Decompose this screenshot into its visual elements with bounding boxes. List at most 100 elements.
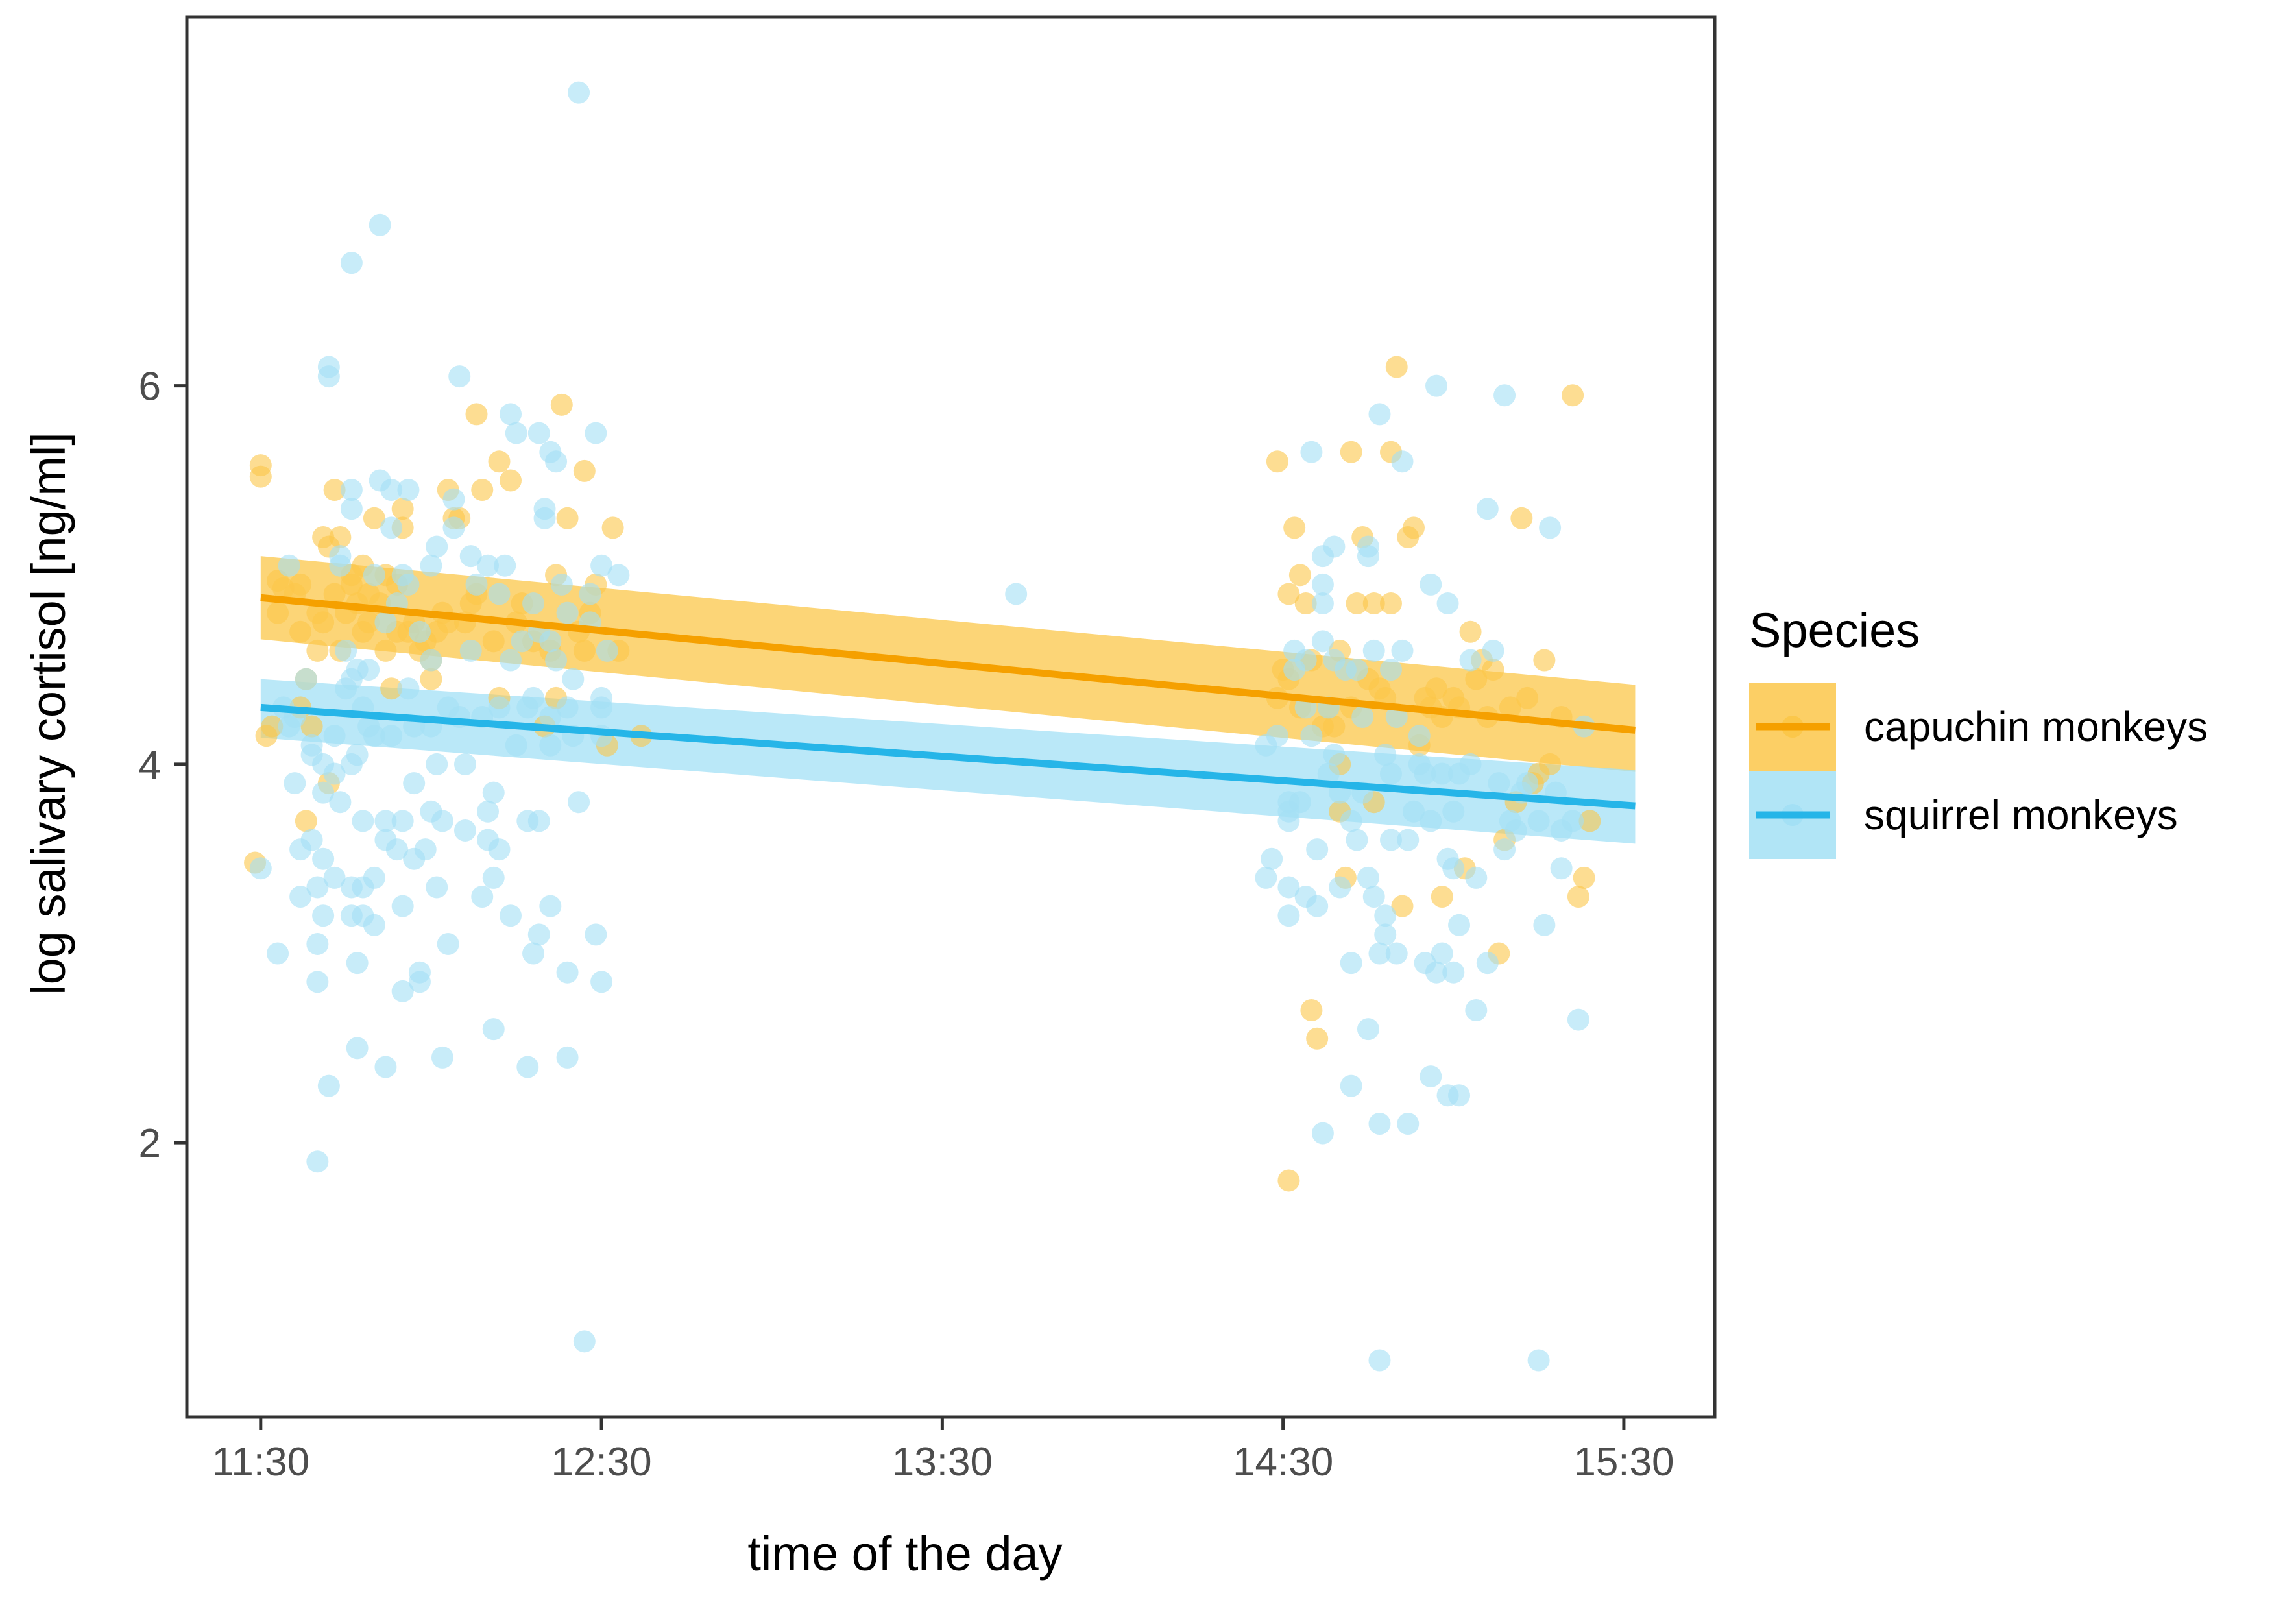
data-point [539, 706, 562, 728]
data-point [426, 535, 448, 558]
data-point [323, 479, 346, 502]
data-point [1533, 914, 1556, 936]
data-point [488, 450, 511, 473]
data-point [346, 952, 369, 975]
data-point [1340, 810, 1362, 832]
data-point [1317, 762, 1340, 785]
data-point [1465, 999, 1488, 1022]
data-point [1567, 1008, 1589, 1031]
data-point [1442, 800, 1465, 823]
data-point [1510, 507, 1533, 529]
data-point [453, 753, 476, 775]
data-point [431, 810, 453, 832]
data-point [1340, 1074, 1362, 1097]
data-point [488, 838, 511, 861]
data-point [556, 507, 579, 529]
data-point [516, 1056, 539, 1078]
x-axis: 11:30 12:30 13:30 14:30 15:30 [212, 1417, 1674, 1485]
data-point [1448, 914, 1471, 936]
data-point [420, 668, 442, 690]
data-point [312, 781, 335, 804]
data-point [1391, 639, 1414, 662]
data-point [261, 715, 284, 738]
data-point [1488, 772, 1510, 795]
data-point [312, 847, 335, 870]
data-point [317, 1074, 340, 1097]
data-point [1362, 886, 1385, 908]
data-point [545, 450, 568, 473]
data-point [363, 866, 385, 889]
data-point [323, 583, 346, 605]
data-point [476, 800, 499, 823]
data-point [357, 611, 380, 634]
data-point [573, 1330, 596, 1353]
x-tick-label: 12:30 [551, 1440, 652, 1485]
data-point [1385, 706, 1408, 728]
data-point [1420, 810, 1442, 832]
data-point [1504, 819, 1527, 842]
data-point [1459, 620, 1482, 643]
data-point [346, 1037, 369, 1060]
data-point [1277, 810, 1300, 832]
data-point [1283, 516, 1306, 539]
y-tick-label: 6 [139, 365, 161, 409]
data-point [249, 857, 272, 880]
data-point [1362, 592, 1385, 615]
data-point [1340, 441, 1362, 463]
data-point [1527, 1349, 1550, 1372]
data-point [346, 744, 369, 766]
data-point [1288, 791, 1311, 814]
data-point [1311, 592, 1334, 615]
data-point [482, 630, 505, 653]
data-point [465, 403, 488, 426]
data-point [306, 639, 329, 662]
data-point [1340, 952, 1362, 975]
data-point [391, 895, 414, 917]
data-point [482, 781, 505, 804]
data-point [1379, 592, 1402, 615]
data-point [1368, 403, 1391, 426]
data-point [1374, 923, 1397, 946]
data-point [1300, 999, 1323, 1022]
data-point [1294, 649, 1317, 672]
data-point [1397, 829, 1420, 851]
data-point [1323, 715, 1346, 738]
x-tick-label: 14:30 [1233, 1440, 1333, 1485]
data-point [448, 365, 471, 388]
data-point [471, 886, 494, 908]
data-point [1306, 1027, 1329, 1050]
data-point [1578, 810, 1601, 832]
data-point [539, 895, 562, 917]
data-point [312, 611, 335, 634]
data-point [1357, 1018, 1379, 1041]
data-points [244, 81, 1601, 1372]
data-point [500, 403, 522, 426]
x-axis-title: time of the day [747, 1527, 1062, 1581]
data-point [1362, 639, 1385, 662]
data-point [363, 564, 385, 587]
data-point [1493, 384, 1516, 407]
x-tick-label: 13:30 [892, 1440, 993, 1485]
data-point [1562, 810, 1584, 832]
data-point [1431, 886, 1453, 908]
data-point [465, 573, 488, 596]
data-point [1351, 706, 1374, 728]
data-point [556, 961, 579, 984]
data-point [1374, 744, 1397, 766]
plot-area [185, 15, 1717, 1419]
data-point [1346, 659, 1368, 681]
data-point [1573, 866, 1595, 889]
data-point [420, 554, 442, 577]
data-point [459, 545, 482, 568]
data-point [1277, 1169, 1300, 1192]
data-point [545, 649, 568, 672]
data-point [1368, 1349, 1391, 1372]
y-axis-title: log salivary cortisol [ng/ml] [21, 432, 75, 995]
data-point [329, 545, 352, 568]
data-point [1476, 952, 1499, 975]
data-point [329, 526, 352, 548]
data-point [1420, 1065, 1442, 1088]
data-point [284, 772, 306, 795]
data-point [1476, 498, 1499, 520]
data-point [357, 659, 380, 681]
